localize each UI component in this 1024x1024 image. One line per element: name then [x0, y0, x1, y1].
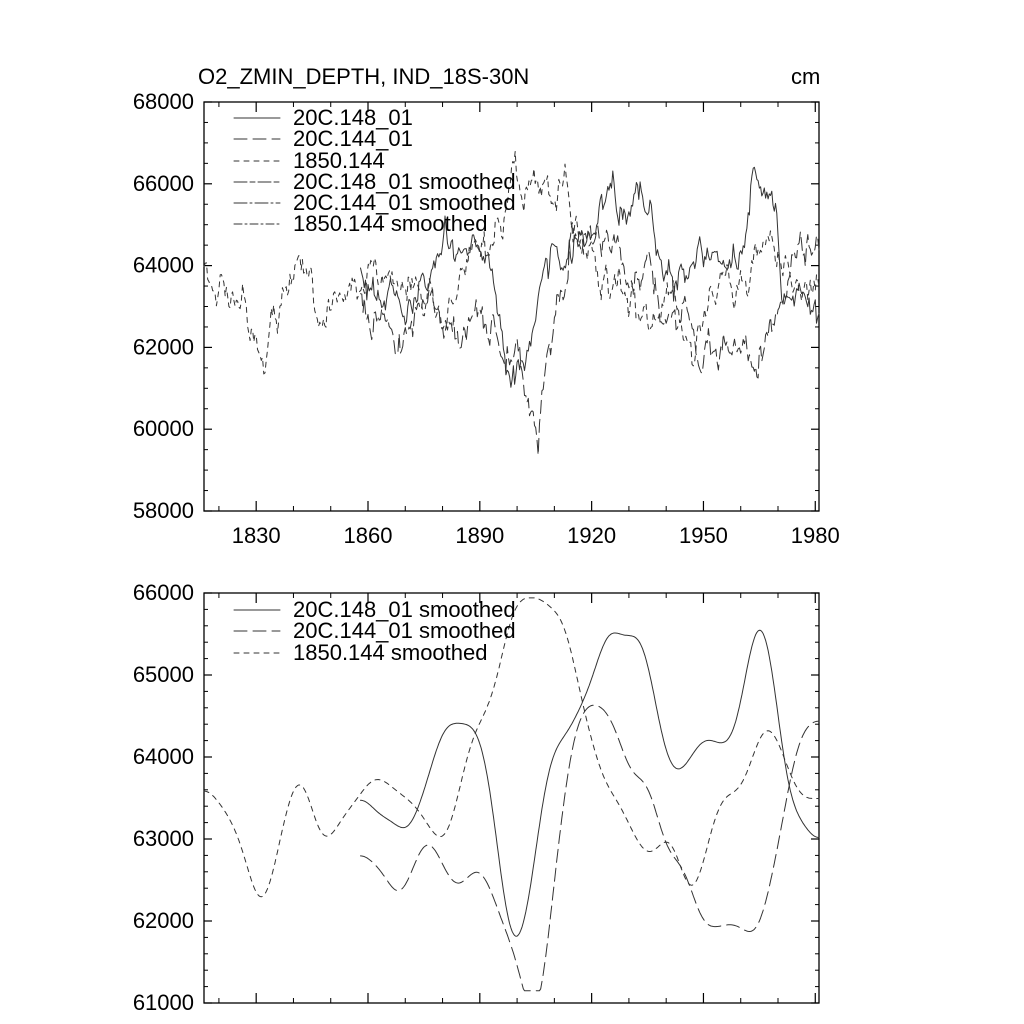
svg-text:1950: 1950: [679, 523, 728, 548]
svg-text:1850.144 smoothed: 1850.144 smoothed: [293, 640, 488, 665]
svg-text:66000: 66000: [133, 171, 194, 196]
svg-text:66000: 66000: [133, 580, 194, 605]
svg-text:64000: 64000: [133, 253, 194, 278]
svg-text:68000: 68000: [133, 89, 194, 114]
svg-text:1830: 1830: [232, 523, 281, 548]
svg-text:O2_ZMIN_DEPTH, IND_18S-30N: O2_ZMIN_DEPTH, IND_18S-30N: [198, 64, 529, 89]
svg-text:1860: 1860: [344, 523, 393, 548]
svg-text:64000: 64000: [133, 744, 194, 769]
svg-text:63000: 63000: [133, 826, 194, 851]
svg-text:62000: 62000: [133, 908, 194, 933]
svg-text:1850.144 smoothed: 1850.144 smoothed: [293, 211, 488, 236]
svg-text:60000: 60000: [133, 416, 194, 441]
svg-text:1920: 1920: [567, 523, 616, 548]
svg-text:cm: cm: [791, 64, 820, 89]
svg-text:58000: 58000: [133, 498, 194, 523]
svg-text:65000: 65000: [133, 662, 194, 687]
svg-text:62000: 62000: [133, 334, 194, 359]
svg-text:1890: 1890: [455, 523, 504, 548]
svg-text:61000: 61000: [133, 990, 194, 1015]
svg-text:1980: 1980: [791, 523, 840, 548]
